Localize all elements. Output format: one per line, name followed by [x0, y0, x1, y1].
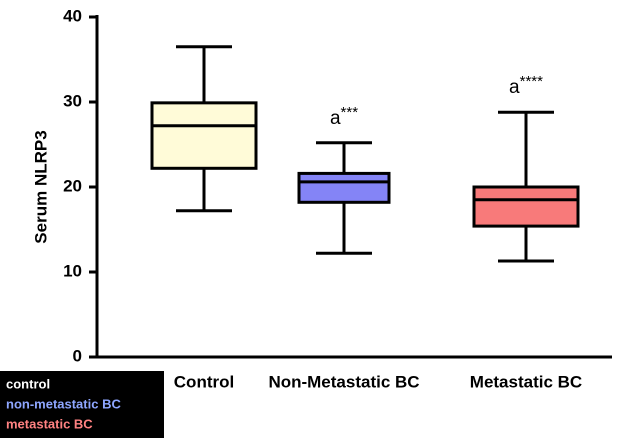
legend-label: non-metastatic BC — [6, 396, 121, 411]
y-tick-label: 0 — [73, 346, 82, 365]
y-tick-label: 20 — [63, 176, 82, 195]
annotation-letter: a — [330, 108, 341, 129]
annotation-stars: **** — [520, 73, 544, 90]
annotation-letter: a — [509, 77, 520, 98]
y-tick-label: 30 — [63, 91, 82, 110]
box — [150, 101, 258, 170]
legend-label: control — [6, 376, 50, 391]
y-tick-label: 10 — [63, 261, 82, 280]
y-axis-label: Serum NLRP3 — [31, 130, 50, 243]
legend-box — [0, 371, 164, 438]
x-tick-label: Metastatic BC — [470, 372, 582, 391]
box — [297, 171, 391, 204]
x-tick-label: Non-Metastatic BC — [268, 372, 419, 391]
annotation: a**** — [509, 73, 543, 98]
y-tick-label: 40 — [63, 6, 82, 25]
legend-label: metastatic BC — [6, 416, 93, 431]
x-tick-label: Control — [174, 372, 234, 391]
annotation-stars: *** — [341, 104, 359, 121]
annotation: a*** — [330, 104, 358, 129]
box — [472, 185, 580, 228]
